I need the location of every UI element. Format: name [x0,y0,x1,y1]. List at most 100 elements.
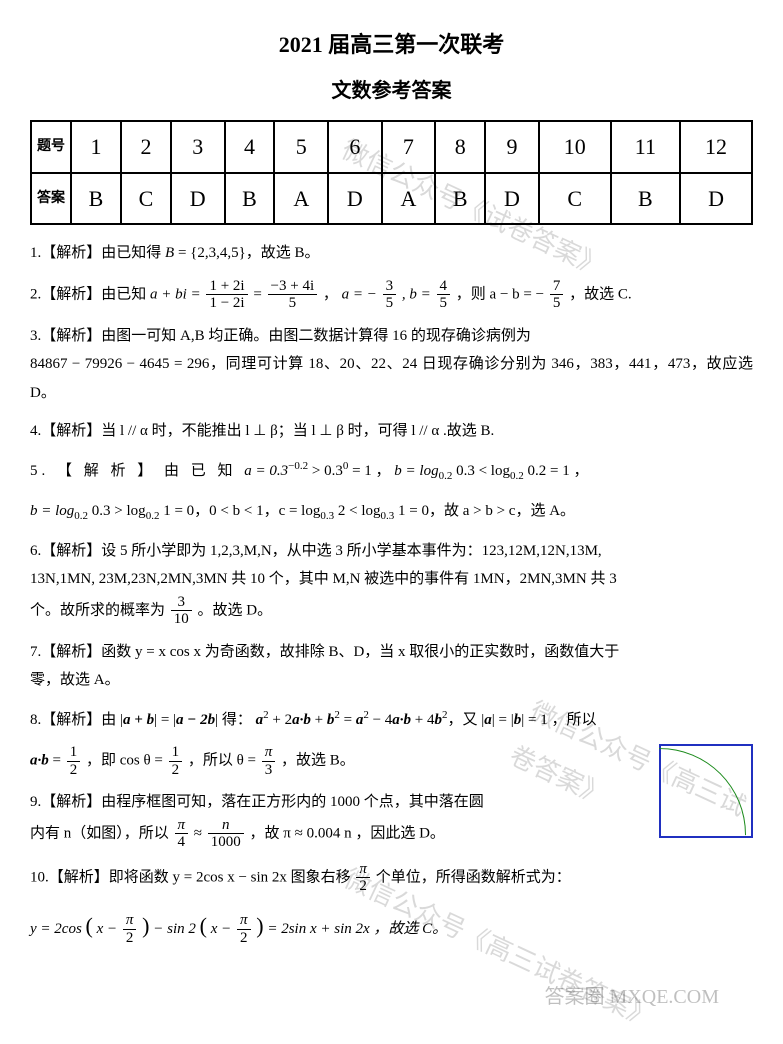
vec: a + b [123,712,154,728]
row-header-questions: 题号 [31,121,71,173]
solution-5: 5. 【 解 析 】 由 已 知 a = 0.3−0.2 > 0.30 = 1 … [30,456,753,487]
vec: b [435,712,443,728]
ans-cell: B [611,173,680,225]
fraction: π2 [237,912,251,946]
fraction: π3 [262,744,276,778]
solution-10-line2: y = 2cos ( x − π2 ) − sin 2 ( x − π2 ) =… [30,905,753,947]
square-arc-figure [659,744,753,838]
footer-watermark: 答案圈 MXQE.COM [545,978,719,1016]
fraction: π4 [175,817,189,851]
frac-num: n [208,817,244,835]
solution-4: 4.【解析】当 l // α 时，不能推出 l ⊥ β；当 l ⊥ β 时，可得… [30,417,753,446]
solution-10: 10.【解析】即将函数 y = 2cos x − sin 2x 图象右移 π2 … [30,861,753,895]
vec: a − 2b [176,712,215,728]
text: ，又 | [448,712,485,728]
text: 5. 【 解 析 】 由 已 知 [30,463,244,479]
frac-num: π [237,912,251,930]
frac-den: 1 − 2i [206,295,247,312]
ans-cell: A [274,173,328,225]
col-num: 9 [485,121,539,173]
page-title-1: 2021 届高三第一次联考 [30,24,753,66]
expr: > 0.3 [312,463,343,479]
expr: a + bi = [150,286,204,302]
fraction: 12 [67,744,81,778]
text: 。故选 D。 [198,602,273,618]
frac-den: 10 [171,611,192,628]
expr: y = 2cos [30,921,82,937]
frac-num: π [123,912,137,930]
text: ，所以 θ = [188,753,260,769]
expr: 0.3 > log [92,503,146,519]
text: 8.【解析】由 | [30,712,123,728]
text: 0.2 = 1 ， [527,463,588,479]
fraction: 75 [550,278,564,312]
rparen-icon: ) [142,913,149,938]
solution-1: 1.【解析】由已知得 B = {2,3,4,5}，故选 B。 [30,239,753,268]
answer-table: 题号 1 2 3 4 5 6 7 8 9 10 11 12 答案 B C D B… [30,120,753,226]
fraction: 35 [383,278,397,312]
text: 1.【解析】由已知得 [30,245,165,261]
solution-3: 3.【解析】由图一可知 A,B 均正确。由图二数据计算得 16 的现存确诊病例为… [30,322,753,408]
vec: a·b [30,753,49,769]
expr: x − [211,921,235,937]
ans-cell: D [485,173,539,225]
sub: 0.2 [439,470,453,482]
frac-num: 1 [67,744,81,762]
expr: a = − [342,286,377,302]
fraction: π2 [356,861,370,895]
rparen-icon: ) [256,913,263,938]
expr: − sin 2 [153,921,196,937]
solution-8-line2: a·b = 12 ，即 cos θ = 12 ，所以 θ = π3 ，故选 B。 [30,744,753,778]
col-num: 6 [328,121,382,173]
text: ，故选 B。 [281,753,355,769]
col-num: 8 [435,121,485,173]
text: | = 1 ，所以 [521,712,596,728]
lparen-icon: ( [86,913,93,938]
ans-cell: D [328,173,382,225]
solution-7: 7.【解析】函数 y = x cos x 为奇函数，故排除 B、D，当 x 取很… [30,638,753,695]
frac-den: 2 [356,878,370,895]
col-num: 7 [382,121,436,173]
text: 84867 − 79926 − 4645 = 296，同理可计算 18、20、2… [30,356,753,401]
col-num: 3 [171,121,225,173]
frac-den: 1000 [208,834,244,851]
expr: = 2sin x + sin 2x ，故选 C。 [267,921,447,937]
ans-cell: A [382,173,436,225]
vec: a·b [292,712,311,728]
text: 个。故所求的概率为 [30,602,169,618]
sub: 0.2 [510,470,524,482]
vec: a [484,712,492,728]
expr: a = 0.3 [244,463,288,479]
ans-cell: B [225,173,275,225]
frac-num: π [356,861,370,879]
text: = [49,753,65,769]
col-num: 12 [680,121,752,173]
sub: 0.3 [320,510,334,522]
fraction: 45 [437,278,451,312]
frac-num: −3 + 4i [268,278,318,296]
fraction: n1000 [208,817,244,851]
fraction: 1 + 2i1 − 2i [206,278,247,312]
text: 6.【解析】设 5 所小学即为 1,2,3,M,N，从中选 3 所小学基本事件为… [30,543,602,559]
frac-den: 3 [262,762,276,779]
expr: , b = [402,286,435,302]
solution-6: 6.【解析】设 5 所小学即为 1,2,3,M,N，从中选 3 所小学基本事件为… [30,537,753,628]
text: 10.【解析】即将函数 y = 2cos x − sin 2x 图象右移 [30,869,354,885]
text: 零，故选 A。 [30,672,120,688]
table-row: 答案 B C D B A D A B D C B D [31,173,752,225]
frac-den: 2 [169,762,183,779]
text: | = | [154,712,176,728]
frac-den: 4 [175,834,189,851]
text: 7.【解析】函数 y = x cos x 为奇函数，故排除 B、D，当 x 取很… [30,644,619,660]
text: = {2,3,4,5}，故选 B。 [174,245,319,261]
sub: 0.2 [74,510,88,522]
frac-den: 2 [237,930,251,947]
text: ，故 π ≈ 0.004 n ，因此选 D。 [250,825,445,841]
text: − 4 [369,712,392,728]
table-row: 题号 1 2 3 4 5 6 7 8 9 10 11 12 [31,121,752,173]
frac-num: 1 + 2i [206,278,247,296]
sup: 0 [343,460,349,472]
text: 1 = 0，故 a > b > c，选 A。 [398,503,575,519]
solution-9: 9.【解析】由程序框图可知，落在正方形内的 1000 个点，其中落在圆 内有 n… [30,788,753,851]
sub: 0.3 [381,510,395,522]
